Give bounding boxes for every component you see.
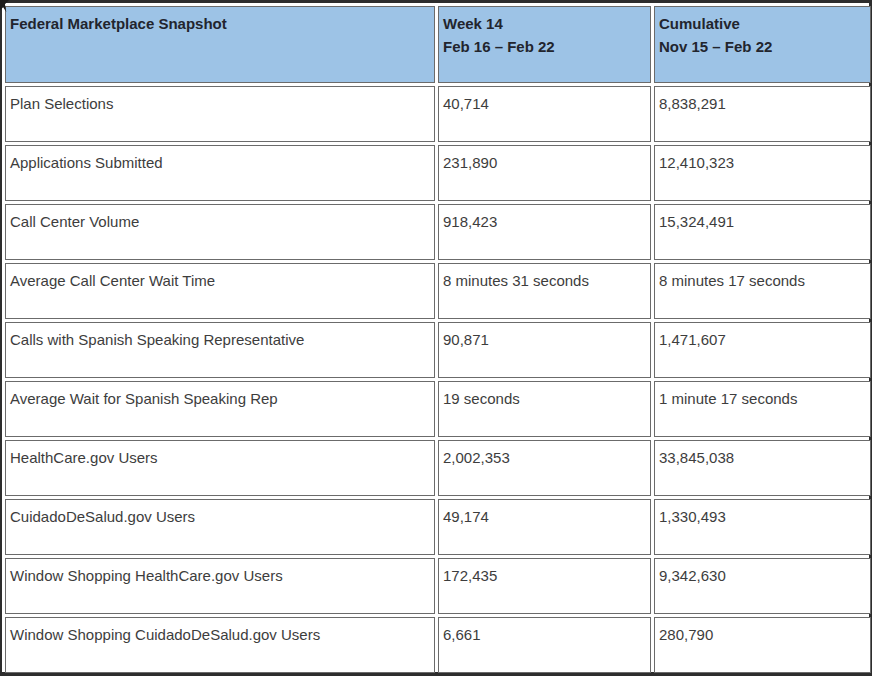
row-week: 40,714 (438, 86, 651, 142)
row-week: 231,890 (438, 145, 651, 201)
row-cumulative: 1 minute 17 seconds (654, 381, 871, 437)
row-week: 6,661 (438, 617, 651, 673)
row-cumulative: 1,471,607 (654, 322, 871, 378)
header-cell-cumulative: Cumulative Nov 15 – Feb 22 (654, 6, 871, 83)
table-row: CuidadoDeSalud.gov Users 49,174 1,330,49… (5, 499, 871, 555)
row-cumulative: 8,838,291 (654, 86, 871, 142)
row-cumulative: 1,330,493 (654, 499, 871, 555)
row-label: Applications Submitted (5, 145, 435, 201)
table-row: Window Shopping HealthCare.gov Users 172… (5, 558, 871, 614)
row-cumulative: 12,410,323 (654, 145, 871, 201)
header-cell-title: Federal Marketplace Snapshot (5, 6, 435, 83)
table-row: Applications Submitted 231,890 12,410,32… (5, 145, 871, 201)
row-label: Plan Selections (5, 86, 435, 142)
row-cumulative: 15,324,491 (654, 204, 871, 260)
row-label: Calls with Spanish Speaking Representati… (5, 322, 435, 378)
header-cell-week: Week 14 Feb 16 – Feb 22 (438, 6, 651, 83)
table-row: Call Center Volume 918,423 15,324,491 (5, 204, 871, 260)
row-week: 172,435 (438, 558, 651, 614)
week-header-line2: Feb 16 – Feb 22 (443, 35, 646, 58)
row-label: Average Call Center Wait Time (5, 263, 435, 319)
row-label: Window Shopping HealthCare.gov Users (5, 558, 435, 614)
table-header-row: Federal Marketplace Snapshot Week 14 Feb… (5, 6, 871, 83)
table-row: HealthCare.gov Users 2,002,353 33,845,03… (5, 440, 871, 496)
table-row: Average Wait for Spanish Speaking Rep 19… (5, 381, 871, 437)
table-body: Plan Selections 40,714 8,838,291 Applica… (5, 86, 871, 673)
row-week: 2,002,353 (438, 440, 651, 496)
row-label: CuidadoDeSalud.gov Users (5, 499, 435, 555)
row-label: HealthCare.gov Users (5, 440, 435, 496)
row-week: 8 minutes 31 seconds (438, 263, 651, 319)
row-week: 19 seconds (438, 381, 651, 437)
screenshot-root: Federal Marketplace Snapshot Week 14 Feb… (0, 0, 875, 680)
row-label: Call Center Volume (5, 204, 435, 260)
row-cumulative: 8 minutes 17 seconds (654, 263, 871, 319)
federal-marketplace-snapshot-table: Federal Marketplace Snapshot Week 14 Feb… (2, 3, 874, 676)
table-row: Average Call Center Wait Time 8 minutes … (5, 263, 871, 319)
cumulative-header-line1: Cumulative (659, 12, 866, 35)
table-title: Federal Marketplace Snapshot (10, 12, 430, 35)
row-cumulative: 9,342,630 (654, 558, 871, 614)
table-row: Window Shopping CuidadoDeSalud.gov Users… (5, 617, 871, 673)
cumulative-header-line2: Nov 15 – Feb 22 (659, 35, 866, 58)
week-header-line1: Week 14 (443, 12, 646, 35)
row-cumulative: 280,790 (654, 617, 871, 673)
table-row: Calls with Spanish Speaking Representati… (5, 322, 871, 378)
table-outer-frame: Federal Marketplace Snapshot Week 14 Feb… (0, 0, 872, 676)
row-week: 49,174 (438, 499, 651, 555)
row-label: Average Wait for Spanish Speaking Rep (5, 381, 435, 437)
row-cumulative: 33,845,038 (654, 440, 871, 496)
row-week: 90,871 (438, 322, 651, 378)
row-week: 918,423 (438, 204, 651, 260)
table-row: Plan Selections 40,714 8,838,291 (5, 86, 871, 142)
row-label: Window Shopping CuidadoDeSalud.gov Users (5, 617, 435, 673)
